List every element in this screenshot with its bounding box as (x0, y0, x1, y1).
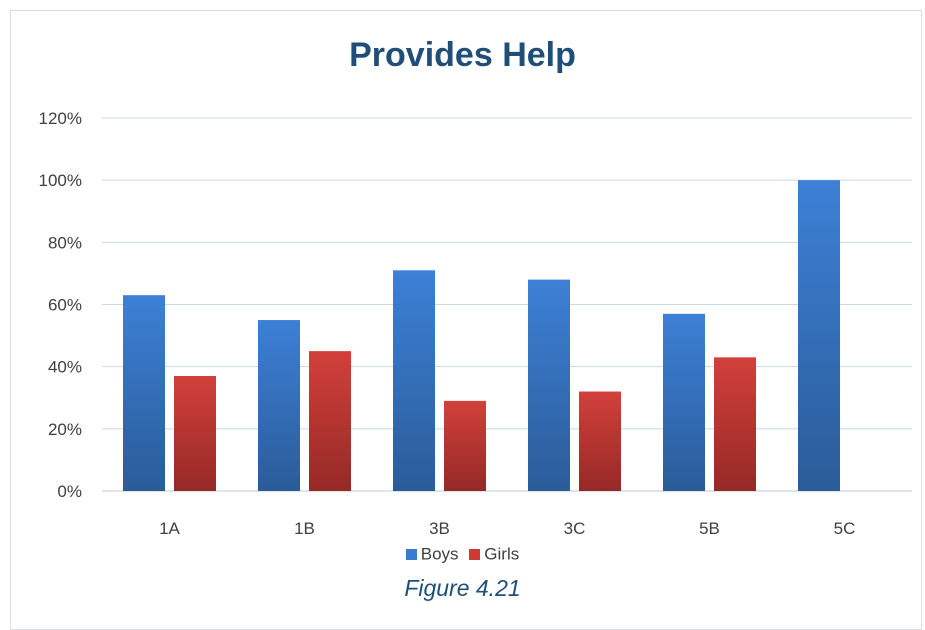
bar-girls-1b (309, 351, 351, 491)
bar-girls-3c (579, 391, 621, 491)
legend-swatch-girls (469, 549, 481, 561)
x-tick-label: 5B (699, 519, 720, 538)
y-tick-label: 0% (57, 482, 82, 501)
bar-boys-1b (258, 320, 300, 491)
y-tick-label: 40% (48, 358, 82, 377)
legend-item-boys: Boys (405, 544, 459, 565)
legend-swatch-boys (405, 549, 417, 561)
bar-girls-1a (174, 375, 216, 491)
legend-item-girls: Girls (469, 544, 519, 565)
legend-label-girls: Girls (484, 544, 520, 564)
bar-girls-3b (444, 400, 486, 491)
chart-legend: Boys Girls (0, 544, 925, 565)
x-tick-label: 1A (159, 519, 180, 538)
x-tick-label: 3B (429, 519, 450, 538)
legend-label-boys: Boys (420, 544, 459, 564)
bar-boys-5c (798, 180, 840, 491)
x-tick-label: 1B (294, 519, 315, 538)
y-tick-label: 80% (48, 233, 82, 252)
y-tick-label: 100% (39, 171, 82, 190)
figure-caption: Figure 4.21 (404, 575, 521, 601)
chart-title: Provides Help (349, 36, 576, 74)
bar-girls-5b (714, 357, 756, 491)
y-tick-label: 60% (48, 296, 82, 315)
bar-boys-1a (123, 295, 165, 491)
bar-boys-5b (663, 313, 705, 491)
x-tick-label: 3C (564, 519, 586, 538)
bar-chart: 0% 20% 40% 60% 80% 100% 120% 1A 1B 3B 3C 5B 5C (39, 109, 912, 538)
bar-boys-3b (393, 270, 435, 491)
bar-boys-3c (528, 279, 570, 491)
x-tick-label: 5C (834, 519, 856, 538)
y-tick-label: 120% (39, 109, 82, 128)
y-tick-label: 20% (48, 420, 82, 439)
